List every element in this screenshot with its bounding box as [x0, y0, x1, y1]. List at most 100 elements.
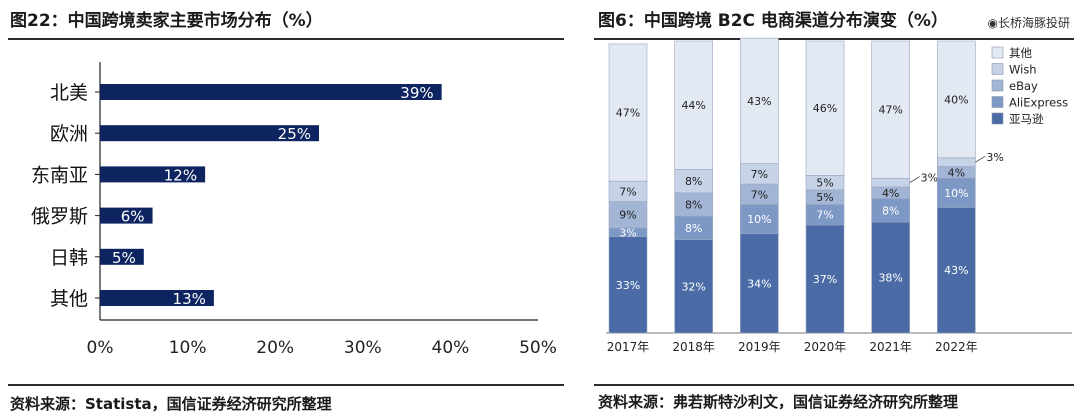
x-category-label: 2019年 [738, 340, 781, 354]
left-source-text: 资料来源：Statista，国信证券经济研究所整理 [10, 395, 332, 413]
bar-value-label: 6% [121, 208, 145, 226]
segment-value-label: 38% [878, 272, 902, 285]
segment-value-label: 34% [747, 277, 771, 290]
legend-swatch [991, 79, 1004, 92]
right-source-text: 资料来源：弗若斯特沙利文，国信证券经济研究所整理 [598, 393, 959, 411]
segment-value-label: 4% [948, 166, 965, 179]
segment-value-label: 8% [685, 222, 702, 235]
stack-segment [937, 40, 976, 159]
bar [100, 125, 319, 142]
stack-segment [871, 40, 910, 179]
legend-label: 其他 [1009, 46, 1032, 60]
x-category-label: 2021年 [869, 340, 912, 354]
segment-value-label: 7% [751, 188, 768, 201]
segment-value-label: 7% [619, 185, 636, 198]
bar [100, 248, 144, 265]
market-distribution-chart: 0% 10% 20% 30% 40% 50% 北美 39% 欧洲 25% 东南亚 12% 俄罗斯 6% 日韩… [31, 62, 557, 358]
segment-value-label: 43% [944, 264, 968, 277]
x-category-label: 2017年 [607, 340, 650, 354]
label-leader-line [909, 176, 920, 183]
stack-segment [937, 157, 976, 167]
stack-segment [937, 207, 976, 334]
segment-value-label: 44% [681, 99, 705, 112]
segment-value-label: 40% [944, 93, 968, 106]
segment-value-label: 10% [944, 187, 968, 200]
left-chart-panel: 图22：中国跨境卖家主要市场分布（%） 0% 10% 20% 30% 40% 50% 北美 3… [8, 11, 564, 413]
segment-value-label: 3% [986, 151, 1003, 164]
legend-label: eBay [1009, 79, 1038, 93]
bar-value-label: 39% [400, 84, 433, 102]
segment-value-label: 5% [816, 177, 833, 190]
legend-swatch [991, 46, 1004, 59]
stack-segment [805, 224, 845, 334]
legend-label: 亚马逊 [1009, 112, 1044, 126]
legend-swatch [991, 112, 1004, 125]
right-chart-panel: 图6：中国跨境 B2C 电商渠道分布演变（%） ◉长桥海豚投研 33% 3% 9% 7… [590, 0, 1080, 418]
segment-value-label: 5% [816, 191, 833, 204]
segment-value-label: 7% [816, 209, 833, 222]
stack-segment [608, 236, 648, 334]
watermark-text: 长桥海豚投研 [997, 16, 1070, 30]
segment-value-label: 3% [921, 172, 938, 185]
x-category-label: 2020年 [804, 340, 847, 354]
legend-swatch [991, 63, 1004, 75]
stack-segment [937, 177, 976, 208]
bar [100, 84, 442, 100]
segment-value-label: 3% [619, 226, 636, 239]
bar-value-label: 13% [173, 290, 206, 308]
x-tick-label: 20% [256, 338, 294, 358]
x-category-label: 2022年 [935, 340, 978, 354]
left-source-rule [8, 384, 564, 386]
label-leader-line [975, 155, 986, 163]
segment-value-label: 8% [685, 199, 702, 212]
segment-value-label: 33% [616, 279, 640, 292]
segment-value-label: 10% [747, 213, 771, 226]
y-category-label: 俄罗斯 [31, 206, 88, 228]
right-source-rule [594, 384, 1074, 386]
segment-value-label: 8% [882, 204, 899, 217]
bar-value-label: 25% [278, 125, 311, 143]
bar [100, 290, 214, 306]
watermark-icon: ◉ [987, 16, 998, 30]
legend-swatch [991, 96, 1004, 108]
segment-value-label: 4% [882, 187, 899, 200]
x-tick-label: 10% [169, 338, 207, 358]
y-category-label: 欧洲 [50, 123, 88, 145]
left-chart-title: 图22：中国跨境卖家主要市场分布（%） [10, 11, 323, 31]
bar-value-label: 5% [112, 249, 136, 267]
legend-label: Wish [1009, 63, 1037, 77]
stack-segment [740, 204, 779, 235]
segment-value-label: 32% [681, 280, 705, 293]
stack-segment [805, 40, 845, 176]
right-title-rule [594, 38, 1074, 40]
x-category-label: 2018年 [672, 340, 715, 354]
y-category-label: 日韩 [50, 247, 88, 269]
right-chart-title: 图6：中国跨境 B2C 电商渠道分布演变（%） [598, 11, 948, 31]
x-tick-label: 0% [87, 338, 114, 358]
bar [100, 207, 153, 224]
segment-value-label: 47% [616, 107, 640, 120]
segment-value-label: 47% [878, 104, 902, 117]
stack-segment [674, 40, 713, 170]
stack-segment [740, 233, 779, 334]
bar-value-label: 12% [164, 166, 197, 184]
segment-value-label: 43% [747, 95, 771, 108]
segment-value-label: 37% [813, 273, 837, 286]
y-category-label: 北美 [50, 82, 88, 104]
x-tick-label: 40% [432, 338, 470, 358]
stack-segment [871, 177, 910, 188]
x-tick-label: 50% [519, 338, 557, 358]
legend-label: AliExpress [1009, 96, 1068, 110]
x-tick-label: 30% [344, 338, 382, 358]
stack-segment [608, 201, 648, 229]
stack-segment [740, 37, 779, 164]
segment-value-label: 9% [619, 209, 636, 222]
watermark: ◉长桥海豚投研 [988, 14, 1071, 31]
y-category-label: 其他 [50, 288, 88, 310]
segment-value-label: 8% [685, 175, 702, 188]
channel-distribution-chart: 33% 3% 9% 7% 47% 2017年 32% 8% 8% 8% 44% 2018年 34% 10%… [606, 37, 1072, 354]
left-title-rule [8, 38, 564, 40]
bar [100, 166, 206, 183]
segment-value-label: 7% [751, 168, 768, 181]
segment-value-label: 46% [813, 102, 837, 115]
